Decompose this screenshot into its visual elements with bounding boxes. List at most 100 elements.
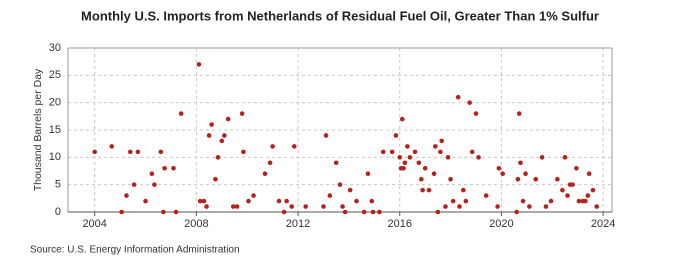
data-point: [340, 204, 345, 209]
data-point: [171, 165, 176, 171]
data-point: [239, 111, 245, 116]
data-point: [543, 204, 549, 209]
data-point: [222, 133, 227, 138]
data-point: [337, 182, 343, 187]
data-point: [438, 149, 443, 155]
data-point: [483, 193, 489, 198]
data-point: [291, 144, 297, 149]
y-axis-label: Thousand Barrels per Day: [32, 68, 44, 191]
data-point: [586, 171, 592, 177]
data-point: [152, 182, 157, 187]
data-point: [500, 171, 505, 177]
y-tick-label: 25: [49, 69, 61, 81]
data-point: [431, 171, 437, 177]
data-point: [131, 182, 137, 187]
y-tick-label: 30: [49, 42, 61, 54]
data-point: [426, 187, 432, 193]
data-point: [555, 176, 560, 182]
data-point: [514, 209, 519, 215]
data-point: [518, 160, 523, 166]
data-point: [215, 155, 221, 160]
data-point: [135, 149, 141, 155]
data-point: [365, 171, 371, 177]
data-point: [204, 204, 209, 209]
data-point: [284, 198, 289, 204]
data-point: [585, 193, 591, 198]
data-point: [433, 144, 438, 149]
data-point: [405, 144, 410, 149]
data-point: [527, 204, 532, 209]
data-point: [565, 193, 570, 198]
data-point: [380, 149, 386, 155]
data-point: [407, 155, 413, 160]
data-point: [342, 209, 348, 215]
data-point: [370, 209, 376, 215]
data-point: [402, 160, 408, 166]
data-point: [523, 171, 528, 177]
data-point: [323, 133, 329, 138]
data-point: [401, 165, 406, 171]
data-point: [143, 198, 148, 204]
data-point: [162, 165, 167, 171]
data-point: [460, 187, 466, 193]
data-point: [412, 149, 418, 155]
data-point: [516, 111, 522, 116]
data-point: [422, 165, 428, 171]
data-point: [246, 198, 251, 204]
data-point: [347, 187, 353, 193]
data-point: [303, 204, 308, 209]
data-point: [476, 155, 481, 160]
data-point: [262, 171, 268, 177]
data-point: [539, 155, 545, 160]
data-point: [178, 111, 184, 116]
data-point: [92, 149, 97, 155]
data-point: [399, 116, 405, 122]
data-point: [389, 149, 395, 155]
data-point: [473, 111, 479, 116]
data-point: [448, 176, 453, 182]
data-point: [570, 182, 575, 187]
data-point: [149, 171, 155, 177]
data-point: [281, 209, 287, 215]
chart-title: Monthly U.S. Imports from Netherlands of…: [81, 8, 599, 23]
data-point: [173, 209, 179, 215]
data-point: [196, 62, 202, 67]
data-point: [495, 204, 500, 209]
data-point: [201, 198, 207, 204]
y-tick-label: 5: [55, 179, 61, 191]
data-point: [127, 149, 133, 155]
data-point: [533, 176, 539, 182]
data-point: [377, 209, 382, 215]
data-point: [496, 165, 502, 171]
x-tick-label: 2004: [82, 218, 106, 230]
data-point: [124, 193, 129, 198]
y-tick-label: 15: [49, 124, 61, 136]
data-point: [469, 149, 475, 155]
data-point: [467, 100, 472, 105]
y-tick-label: 0: [55, 206, 61, 218]
data-point: [119, 209, 124, 215]
data-point: [333, 160, 339, 166]
data-point: [457, 204, 462, 209]
data-point: [230, 204, 236, 209]
data-point: [241, 149, 246, 155]
data-point: [251, 193, 256, 198]
data-point: [161, 209, 166, 215]
x-tick-label: 2012: [286, 218, 310, 230]
x-tick-label: 2020: [489, 218, 513, 230]
data-point: [267, 160, 273, 166]
data-point: [393, 133, 399, 138]
data-point: [416, 160, 422, 166]
data-point: [109, 144, 115, 149]
data-point: [213, 176, 218, 182]
x-tick-label: 2024: [591, 218, 615, 230]
data-point: [594, 204, 600, 209]
data-point: [209, 122, 214, 127]
data-point: [576, 198, 582, 204]
data-point: [548, 198, 554, 204]
data-point: [219, 138, 225, 144]
data-point: [369, 198, 375, 204]
data-point: [439, 138, 444, 144]
data-point: [289, 204, 295, 209]
